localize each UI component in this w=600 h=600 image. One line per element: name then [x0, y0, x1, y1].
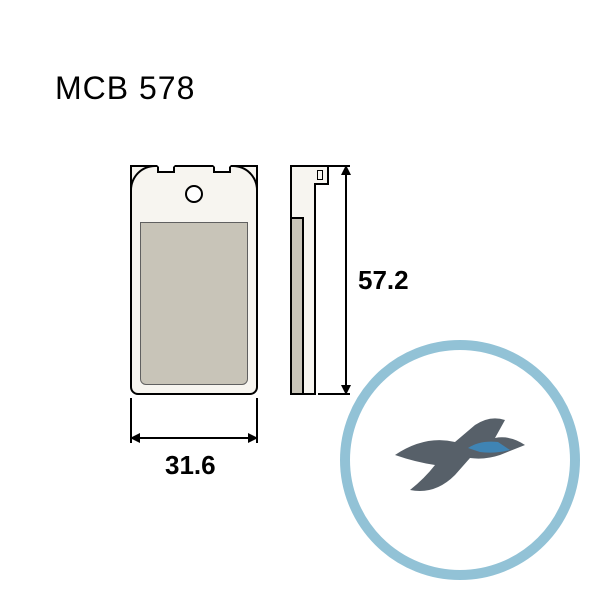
height-value: 57.2 — [358, 265, 409, 296]
friction-material-side — [290, 217, 304, 395]
brake-pad-side-view — [290, 165, 316, 395]
pad-top-profile — [130, 165, 258, 205]
width-value: 31.6 — [165, 450, 216, 481]
product-title: MCB 578 — [55, 70, 195, 107]
mounting-hole — [185, 185, 203, 203]
width-dimension-line — [130, 437, 258, 439]
brake-pad-front-view — [130, 165, 258, 395]
mounting-notch-right — [213, 165, 231, 173]
friction-material-front — [140, 222, 248, 385]
bird-logo-icon — [380, 400, 540, 520]
brand-watermark — [340, 340, 580, 580]
tab-slot — [317, 170, 323, 180]
mounting-notch-left — [157, 165, 175, 173]
side-mounting-tab — [314, 165, 329, 185]
